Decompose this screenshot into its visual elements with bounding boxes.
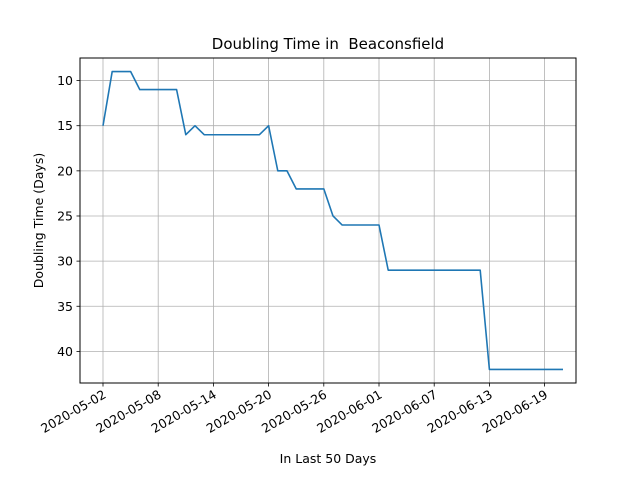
y-tick-label: 25 — [57, 208, 73, 223]
x-axis: 2020-05-022020-05-082020-05-142020-05-20… — [38, 383, 550, 436]
y-tick-label: 15 — [57, 118, 73, 133]
y-tick-label: 30 — [57, 254, 73, 269]
axes-frame — [79, 57, 577, 384]
y-axis-label: Doubling Time (Days) — [31, 153, 46, 288]
x-axis-label: In Last 50 Days — [280, 451, 377, 466]
y-tick-label: 35 — [57, 299, 73, 314]
y-tick-label: 20 — [57, 163, 73, 178]
y-tick-label: 40 — [57, 344, 73, 359]
y-axis: 10 15 20 25 30 35 40 — [57, 73, 80, 359]
y-tick-label: 10 — [57, 73, 73, 88]
grid-lines — [80, 58, 576, 383]
chart-title: Doubling Time in Beaconsfield — [212, 35, 444, 53]
plot-area — [102, 70, 563, 371]
series-line — [102, 70, 563, 371]
